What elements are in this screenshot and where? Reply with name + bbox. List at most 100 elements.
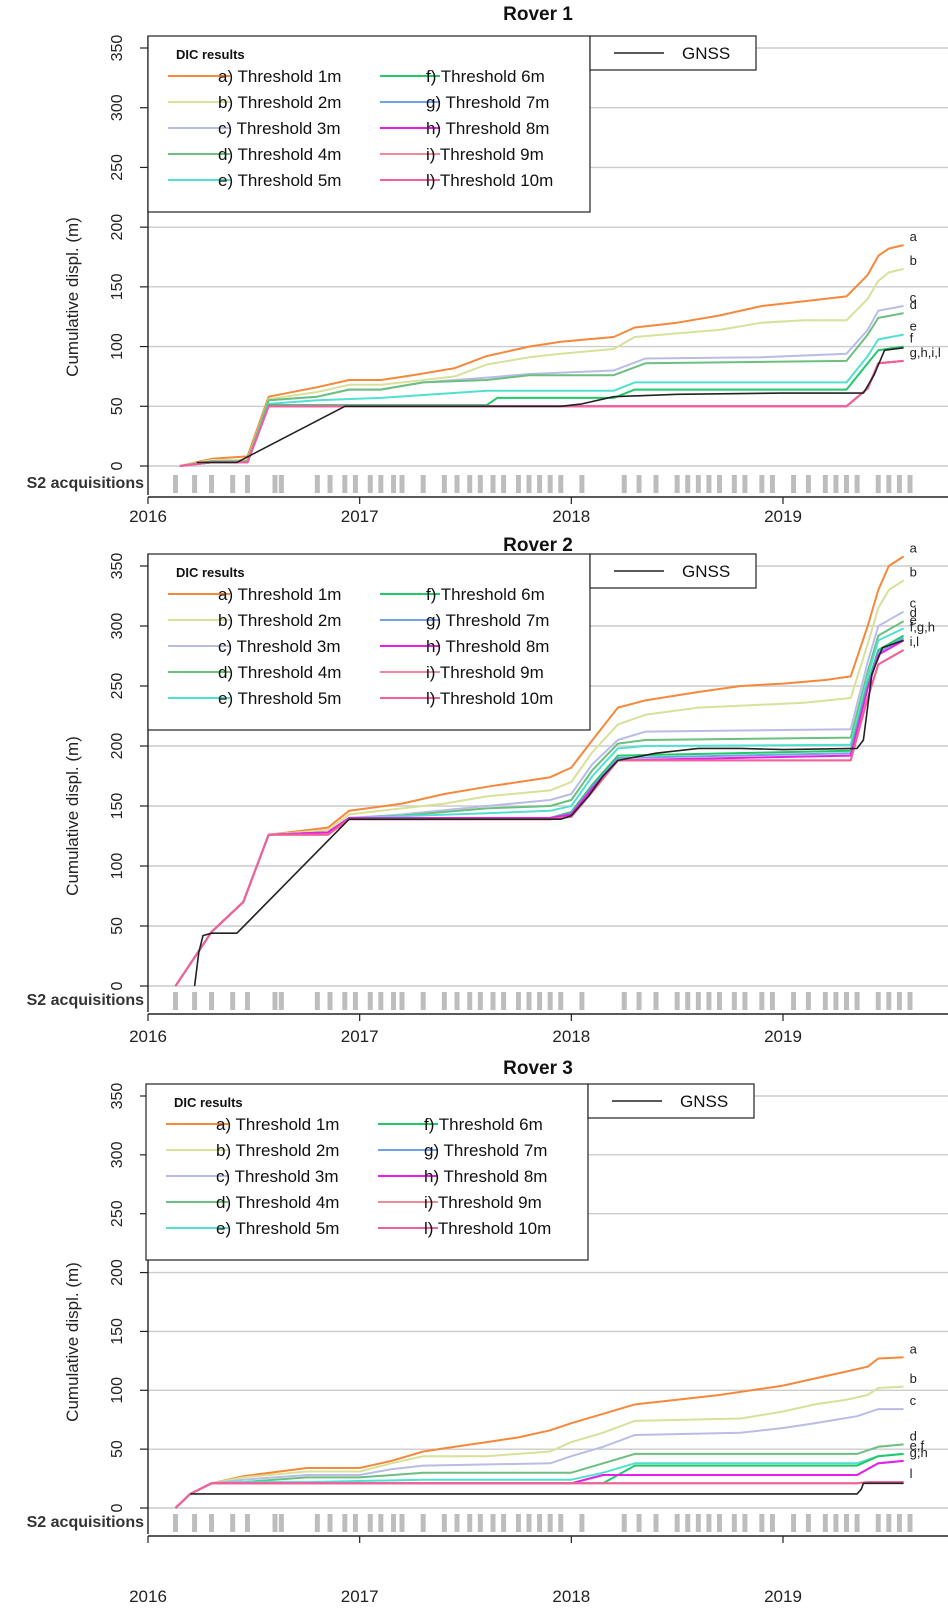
- y-axis-label: Cumulative displ. (m): [63, 217, 82, 377]
- chart-panel-1: Rover 1 0 50 100 150 200 250 300 350 Cumulative d…: [27, 4, 948, 526]
- y-tick-label: 200: [109, 733, 126, 760]
- y-tick-label: 100: [109, 333, 126, 360]
- s2-acquisition-tick: [342, 475, 348, 493]
- series-end-label: e: [910, 319, 917, 334]
- s2-acquisition-tick: [717, 475, 722, 493]
- legend-label-b: b) Threshold 2m: [218, 611, 341, 630]
- legend-label-g: g) Threshold 7m: [426, 611, 549, 630]
- s2-acquisition-tick: [352, 992, 358, 1010]
- s2-acquisition-tick: [805, 992, 811, 1010]
- y-tick-label: 50: [109, 917, 126, 935]
- legend-label-i: i) Threshold 9m: [424, 1193, 542, 1212]
- series-line-c: [179, 305, 904, 467]
- x-tick-label: 2019: [764, 1027, 802, 1046]
- s2-acquisition-tick: [467, 475, 473, 493]
- series-end-label: d: [910, 1428, 917, 1443]
- s2-acquisition-tick: [244, 1514, 250, 1532]
- series-line-i: [179, 359, 904, 467]
- s2-acquisition-tick: [636, 1514, 642, 1532]
- series-end-label: a: [910, 540, 918, 555]
- y-tick-label: 300: [109, 1141, 126, 1168]
- s2-acquisition-tick: [558, 992, 564, 1010]
- s2-acquisition-tick: [621, 475, 627, 493]
- dic-legend-box: [147, 553, 591, 731]
- s2-acquisition-tick: [454, 992, 460, 1010]
- s2-acquisition-tick: [230, 992, 236, 1010]
- series-line-l: [179, 359, 904, 467]
- s2-acquisition-tick: [717, 1514, 722, 1532]
- y-tick-label: 50: [109, 397, 126, 415]
- legend-label-f: f) Threshold 6m: [426, 67, 545, 86]
- s2-acquisition-tick: [706, 475, 712, 493]
- s2-acquisition-tick: [886, 475, 892, 493]
- legend-label-i: i) Threshold 9m: [426, 145, 544, 164]
- legend-label-g: g) Threshold 7m: [426, 93, 549, 112]
- s2-acquisition-tick: [547, 475, 553, 493]
- series-end-label: e,f: [910, 1438, 925, 1453]
- s2-acquisition-tick: [537, 475, 543, 493]
- s2-acquisition-tick: [674, 475, 680, 493]
- series-line-i: [174, 1481, 904, 1509]
- y-tick-label: 150: [109, 793, 126, 820]
- y-tick-label: 300: [109, 94, 126, 121]
- series-end-label: d: [910, 605, 917, 620]
- y-tick-label: 150: [109, 273, 126, 300]
- y-tick-label: 100: [109, 853, 126, 880]
- y-tick-label: 350: [109, 553, 126, 580]
- s2-acquisition-tick: [674, 1514, 680, 1532]
- s2-acquisition-tick: [209, 475, 214, 493]
- s2-acquisition-tick: [731, 992, 737, 1010]
- y-tick-label: 0: [109, 461, 126, 470]
- s2-acquisition-tick: [230, 1514, 236, 1532]
- s2-acquisition-tick: [173, 992, 179, 1010]
- y-tick-label: 350: [109, 1083, 126, 1110]
- series-line-b: [174, 1385, 904, 1509]
- s2-acquisition-tick: [706, 1514, 712, 1532]
- s2-acquisition-tick: [822, 992, 828, 1010]
- s2-acquisition-tick: [875, 1514, 881, 1532]
- s2-acquisition-tick: [537, 1514, 543, 1532]
- series-line-f: [174, 1452, 904, 1509]
- legend-label-gnss: GNSS: [682, 44, 730, 63]
- series-end-label: i,l: [910, 634, 920, 649]
- s2-acquisition-tick: [173, 475, 179, 493]
- s2-acquisition-tick: [674, 992, 680, 1010]
- series-end-label: c: [910, 1393, 917, 1408]
- s2-acquisition-tick: [342, 1514, 348, 1532]
- s2-acquisition-tick: [653, 992, 659, 1010]
- s2-acquisition-tick: [399, 1514, 405, 1532]
- series-end-label: b: [910, 564, 917, 579]
- s2-acquisition-tick: [391, 1514, 397, 1532]
- legend-label-d: d) Threshold 4m: [218, 145, 341, 164]
- series-end-label: d: [910, 297, 917, 312]
- legend-label-h: h) Threshold 8m: [426, 637, 549, 656]
- s2-acquisition-tick: [907, 475, 913, 493]
- s2-acquisition-tick: [805, 1514, 811, 1532]
- legend-label-e: e) Threshold 5m: [216, 1219, 339, 1238]
- s2-acquisition-tick: [515, 992, 521, 1010]
- s2-acquisition-tick: [477, 475, 483, 493]
- gnss-legend-box: [589, 35, 757, 71]
- s2-acquisition-tick: [501, 475, 507, 493]
- x-tick-label: 2017: [341, 1027, 379, 1046]
- s2-acquisition-tick: [685, 1514, 691, 1532]
- series-end-label: c: [910, 290, 917, 305]
- y-tick-label: 250: [109, 673, 126, 700]
- s2-acquisition-tick: [230, 475, 236, 493]
- s2-acquisition-tick: [875, 992, 881, 1010]
- x-tick-label: 2019: [764, 1587, 802, 1606]
- s2-acquisition-tick: [314, 475, 320, 493]
- s2-acquisition-tick: [327, 475, 333, 493]
- s2-acquisition-tick: [636, 475, 642, 493]
- s2-acquisition-tick: [209, 992, 214, 1010]
- s2-acquisition-tick: [477, 992, 483, 1010]
- series-line-h: [174, 1459, 904, 1509]
- legend-label-a: a) Threshold 1m: [218, 67, 341, 86]
- s2-acquisition-tick: [526, 475, 532, 493]
- s2-acquisition-tick: [833, 992, 839, 1010]
- legend-label-c: c) Threshold 3m: [218, 119, 341, 138]
- series-line-b: [179, 267, 904, 467]
- series-line-g: [174, 1459, 904, 1509]
- series-end-label: c: [910, 596, 917, 611]
- s2-acquisition-tick: [192, 992, 198, 1010]
